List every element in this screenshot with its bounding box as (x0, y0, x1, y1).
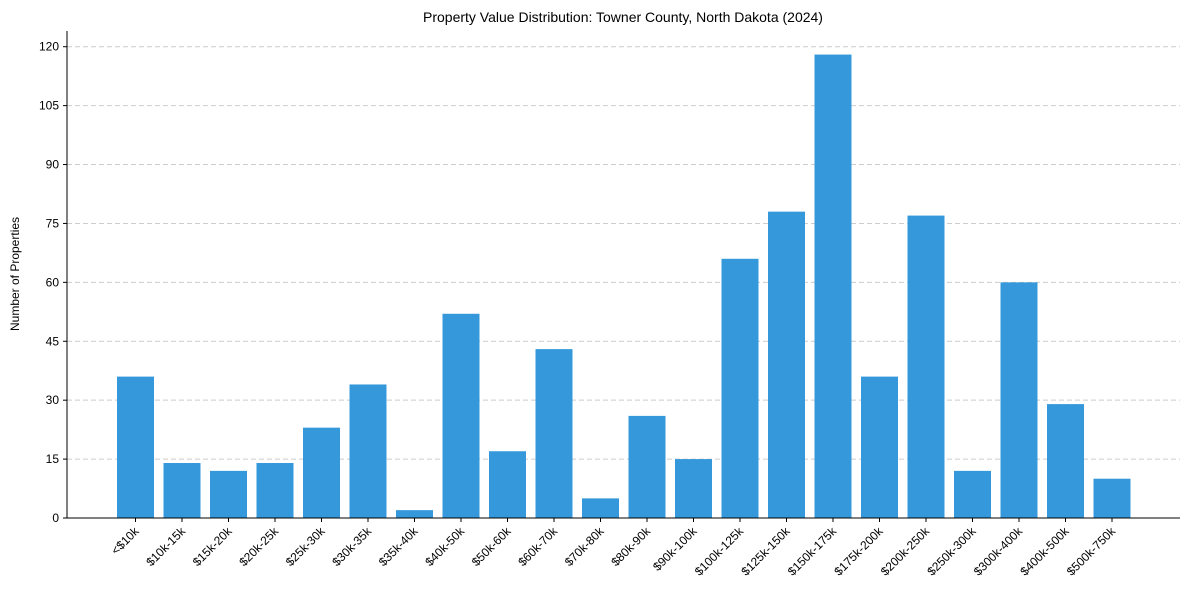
x-tick-label: $80k-90k (608, 524, 654, 570)
x-tick-label: $20k-25k (236, 524, 282, 570)
bar-4 (256, 463, 294, 518)
x-tick-label: $175k-200k (831, 524, 886, 579)
bar-3 (210, 470, 247, 518)
x-tick-label: $25k-30k (283, 524, 329, 570)
x-tick-label: $35k-40k (376, 524, 422, 570)
y-tick-label: 105 (39, 99, 59, 113)
x-tick-label: $15k-20k (190, 524, 236, 570)
bar-13 (675, 459, 712, 518)
y-tick-label: 120 (39, 40, 59, 54)
bar-9 (489, 451, 526, 518)
y-tick-label: 0 (52, 511, 59, 525)
bar-14 (721, 258, 759, 518)
x-tick-label: $250k-300k (924, 524, 979, 579)
x-tick-label: $150k-175k (785, 524, 840, 579)
bar-17 (861, 376, 898, 518)
x-tick-label: $40k-50k (422, 524, 468, 570)
bar-7 (396, 510, 433, 518)
x-tick-label: $50k-60k (469, 524, 515, 570)
y-axis-ticks: 0 15 30 45 60 75 90 105 120 (39, 40, 67, 525)
bar-6 (349, 384, 387, 518)
x-axis-ticks: <$10k $10k-15k $15k-20k $20k-25k $25k-30k $30… (108, 518, 1119, 579)
x-tick-label: $500k-750k (1064, 524, 1119, 579)
bar-11 (582, 498, 619, 518)
x-tick-label: <$10k (108, 524, 142, 558)
bar-1 (117, 376, 154, 518)
bar-5 (303, 427, 340, 518)
bar-10 (535, 349, 573, 518)
x-tick-label: $60k-70k (515, 524, 561, 570)
x-tick-label: $200k-250k (878, 524, 933, 579)
y-tick-label: 15 (46, 452, 60, 466)
bar-12 (628, 415, 666, 518)
x-tick-label: $125k-150k (738, 524, 793, 579)
bar-8 (442, 313, 480, 518)
x-tick-label: $90k-100k (650, 524, 700, 574)
bar-15 (768, 211, 805, 518)
x-tick-label: $70k-80k (562, 524, 608, 570)
y-axis-label: Number of Properties (8, 217, 22, 331)
y-tick-label: 45 (46, 334, 60, 348)
bar-20 (1000, 282, 1038, 518)
y-tick-label: 30 (46, 393, 60, 407)
bars (117, 54, 1131, 519)
y-tick-label: 90 (46, 158, 60, 172)
x-tick-label: $30k-35k (329, 524, 375, 570)
y-tick-label: 60 (46, 275, 60, 289)
bar-2 (163, 463, 201, 518)
x-tick-label: $300k-400k (971, 524, 1026, 579)
bar-22 (1093, 478, 1131, 518)
bar-18 (907, 215, 945, 518)
chart-title: Property Value Distribution: Towner Coun… (423, 9, 823, 25)
y-tick-label: 75 (46, 216, 60, 230)
axes (66, 31, 1180, 519)
x-tick-label: $100k-125k (692, 524, 747, 579)
bar-19 (954, 470, 991, 518)
bar-16 (814, 54, 852, 519)
x-tick-label: $400k-500k (1017, 524, 1072, 579)
bar-21 (1047, 404, 1084, 518)
x-tick-label: $10k-15k (143, 524, 189, 570)
gridlines (67, 46, 1180, 460)
